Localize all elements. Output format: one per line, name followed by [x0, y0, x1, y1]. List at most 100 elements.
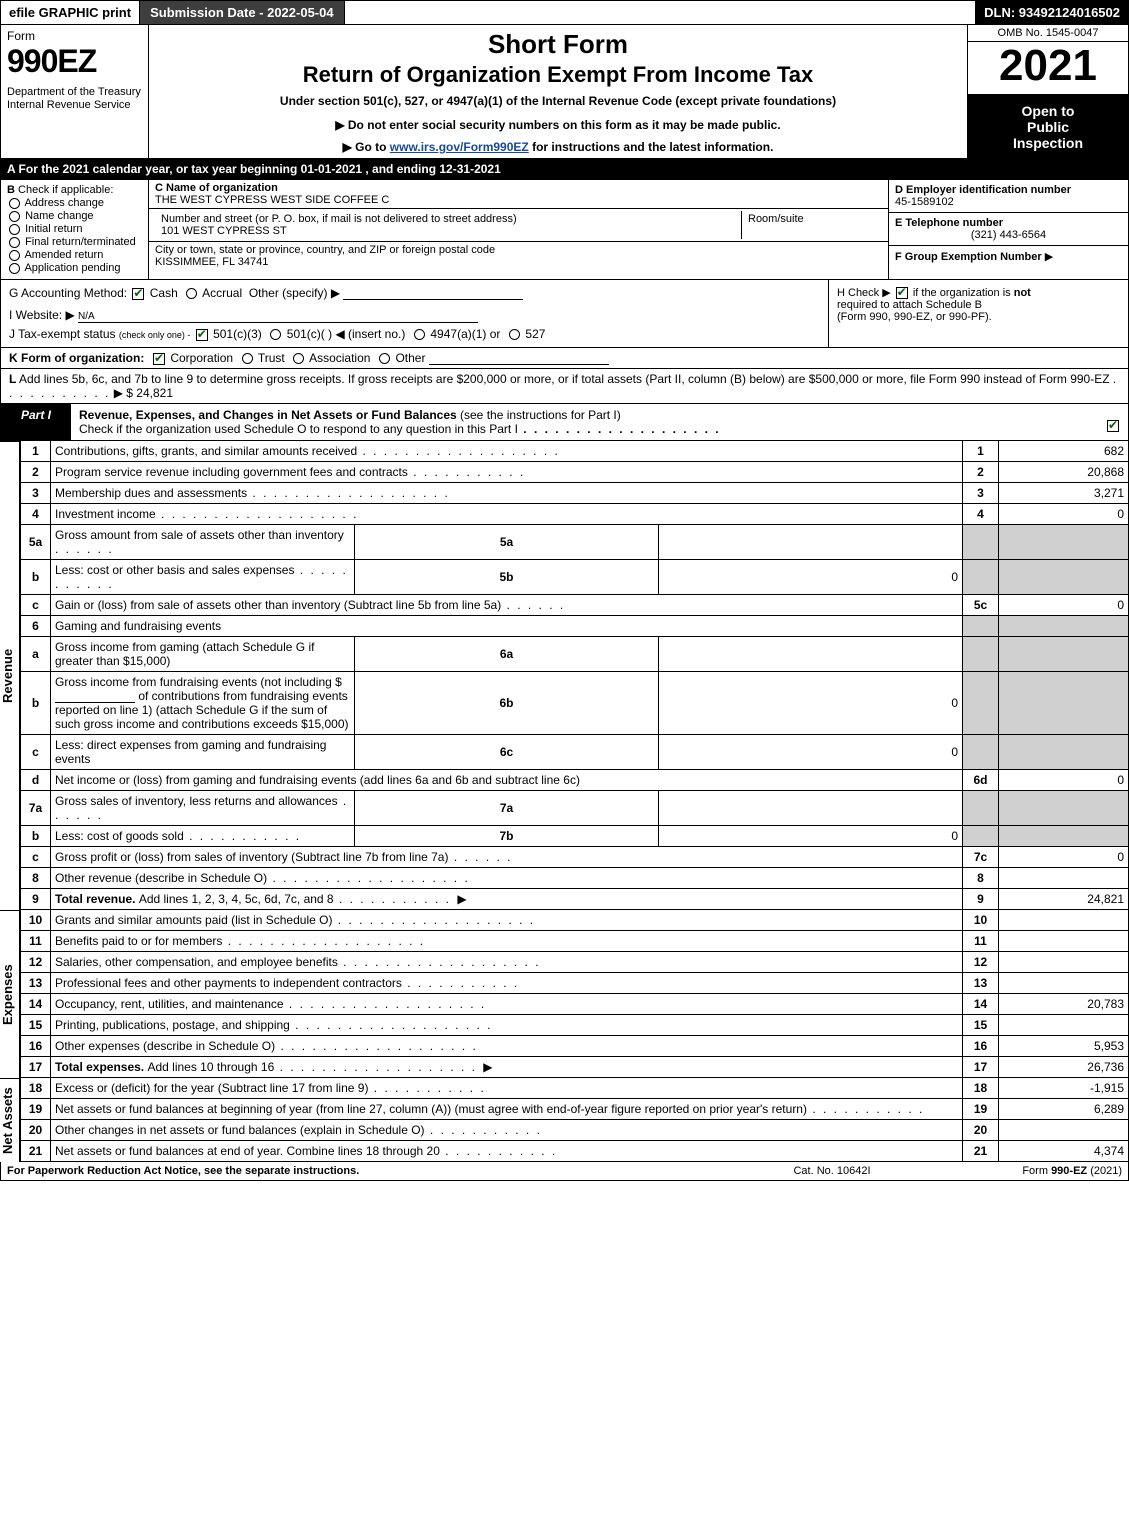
j-501c3: 501(c)(3)	[213, 327, 262, 341]
cb-4947[interactable]	[414, 329, 425, 340]
line-10: 10Grants and similar amounts paid (list …	[21, 910, 1129, 931]
irs-link[interactable]: www.irs.gov/Form990EZ	[390, 140, 529, 154]
cb-association[interactable]	[293, 353, 304, 364]
ein-value: 45-1589102	[895, 196, 1122, 208]
h-box: H Check ▶ if the organization is not req…	[828, 280, 1128, 347]
dept-label: Department of the Treasury Internal Reve…	[7, 86, 142, 112]
cb-amended-return[interactable]: Amended return	[7, 249, 142, 261]
line-16: 16Other expenses (describe in Schedule O…	[21, 1036, 1129, 1057]
line-17: 17Total expenses. Add lines 10 through 1…	[21, 1057, 1129, 1078]
k-corp: Corporation	[170, 351, 233, 365]
e-phone-cell: E Telephone number (321) 443-6564	[889, 213, 1128, 246]
org-city: KISSIMMEE, FL 34741	[155, 256, 268, 268]
footer-right: Form 990-EZ (2021)	[942, 1165, 1122, 1177]
line-1: 1Contributions, gifts, grants, and simil…	[21, 441, 1129, 462]
cb-application-pending[interactable]: Application pending	[7, 262, 142, 274]
cb-address-change[interactable]: Address change	[7, 197, 142, 209]
h-text3: not	[1014, 287, 1031, 299]
top-bar: efile GRAPHIC print Submission Date - 20…	[0, 0, 1129, 25]
line-7c: cGross profit or (loss) from sales of in…	[21, 847, 1129, 868]
cb-527[interactable]	[509, 329, 520, 340]
c-name-row: C Name of organization THE WEST CYPRESS …	[149, 180, 888, 209]
line-6: 6Gaming and fundraising events	[21, 616, 1129, 637]
k-label: K Form of organization:	[9, 351, 144, 365]
col-b: B Check if applicable: Address change Na…	[1, 180, 149, 279]
cb-trust[interactable]	[242, 353, 253, 364]
under-section-text: Under section 501(c), 527, or 4947(a)(1)…	[159, 94, 957, 108]
form-number: 990EZ	[7, 43, 142, 80]
line-2: 2Program service revenue including gover…	[21, 462, 1129, 483]
c-name-label: C Name of organization	[155, 182, 278, 194]
line-5c: cGain or (loss) from sale of assets othe…	[21, 595, 1129, 616]
g-accrual: Accrual	[202, 286, 242, 300]
expenses-section: Expenses 10Grants and similar amounts pa…	[0, 910, 1129, 1078]
expenses-table: 10Grants and similar amounts paid (list …	[20, 910, 1129, 1078]
c-addr-row: Number and street (or P. O. box, if mail…	[149, 209, 888, 242]
line-5a: 5aGross amount from sale of assets other…	[21, 525, 1129, 560]
do-not-text: ▶ Do not enter social security numbers o…	[159, 118, 957, 132]
submission-date-button[interactable]: Submission Date - 2022-05-04	[140, 1, 345, 24]
expenses-side-label: Expenses	[0, 910, 20, 1078]
h-text1: H Check ▶	[837, 287, 891, 299]
line-14: 14Occupancy, rent, utilities, and mainte…	[21, 994, 1129, 1015]
line-6b: bGross income from fundraising events (n…	[21, 672, 1129, 735]
line-15: 15Printing, publications, postage, and s…	[21, 1015, 1129, 1036]
cb-501c3[interactable]	[196, 329, 208, 341]
net-assets-side-label: Net Assets	[0, 1078, 20, 1162]
c-addr-label: Number and street (or P. O. box, if mail…	[161, 213, 517, 225]
line-9: 9Total revenue. Add lines 1, 2, 3, 4, 5c…	[21, 889, 1129, 910]
g-label: G Accounting Method:	[9, 286, 127, 300]
return-title: Return of Organization Exempt From Incom…	[159, 62, 957, 88]
cb-name-change[interactable]: Name change	[7, 210, 142, 222]
line-12: 12Salaries, other compensation, and empl…	[21, 952, 1129, 973]
block-bcdef: B Check if applicable: Address change Na…	[0, 180, 1129, 280]
j-label: J Tax-exempt status	[9, 327, 116, 341]
form-header: Form 990EZ Department of the Treasury In…	[0, 25, 1129, 159]
cb-501c[interactable]	[270, 329, 281, 340]
b-letter: B	[7, 184, 15, 196]
k-trust: Trust	[258, 351, 285, 365]
part-1-check-text: Check if the organization used Schedule …	[79, 422, 518, 436]
l-text: Add lines 5b, 6c, and 7b to line 9 to de…	[19, 372, 1110, 386]
revenue-section: Revenue 1Contributions, gifts, grants, a…	[0, 441, 1129, 910]
i-label: I Website: ▶	[9, 308, 75, 322]
cb-final-return[interactable]: Final return/terminated	[7, 236, 142, 248]
line-7b: bLess: cost of goods sold7b0	[21, 826, 1129, 847]
goto-pre: ▶ Go to	[343, 140, 390, 154]
line-8: 8Other revenue (describe in Schedule O)8	[21, 868, 1129, 889]
cb-cash[interactable]	[132, 288, 144, 300]
row-k: K Form of organization: Corporation Trus…	[0, 348, 1129, 369]
line-7a: 7aGross sales of inventory, less returns…	[21, 791, 1129, 826]
open-line-3: Inspection	[972, 135, 1124, 151]
cb-initial-return[interactable]: Initial return	[7, 223, 142, 235]
page-footer: For Paperwork Reduction Act Notice, see …	[0, 1162, 1129, 1181]
room-label: Room/suite	[748, 213, 804, 225]
line-3: 3Membership dues and assessments33,271	[21, 483, 1129, 504]
revenue-table: 1Contributions, gifts, grants, and simil…	[20, 441, 1129, 910]
e-label: E Telephone number	[895, 217, 1122, 229]
efile-print-button[interactable]: efile GRAPHIC print	[1, 1, 140, 24]
cb-accrual[interactable]	[186, 288, 197, 299]
g-other-input[interactable]	[343, 286, 523, 300]
cb-other[interactable]	[379, 353, 390, 364]
net-assets-table: 18Excess or (deficit) for the year (Subt…	[20, 1078, 1129, 1162]
dln-label: DLN: 93492124016502	[976, 1, 1128, 24]
open-line-2: Public	[972, 119, 1124, 135]
cb-schedule-o[interactable]	[1107, 420, 1119, 432]
l-arrow: ▶	[114, 386, 123, 400]
line-20: 20Other changes in net assets or fund ba…	[21, 1120, 1129, 1141]
j-501c: 501(c)( ) ◀ (insert no.)	[287, 327, 406, 341]
short-form-title: Short Form	[159, 29, 957, 60]
cb-corporation[interactable]	[153, 353, 165, 365]
part-1-label: Part I	[1, 404, 71, 440]
header-left: Form 990EZ Department of the Treasury In…	[1, 25, 149, 158]
k-other-input[interactable]	[429, 351, 609, 365]
open-line-1: Open to	[972, 103, 1124, 119]
part-1-header: Part I Revenue, Expenses, and Changes in…	[0, 404, 1129, 441]
part-1-checkbox-cell	[1098, 404, 1128, 440]
cb-schedule-b[interactable]	[896, 287, 908, 299]
d-ein-cell: D Employer identification number 45-1589…	[889, 180, 1128, 213]
line-21: 21Net assets or fund balances at end of …	[21, 1141, 1129, 1162]
k-other: Other	[395, 351, 425, 365]
b-subtitle: Check if applicable:	[18, 184, 113, 196]
